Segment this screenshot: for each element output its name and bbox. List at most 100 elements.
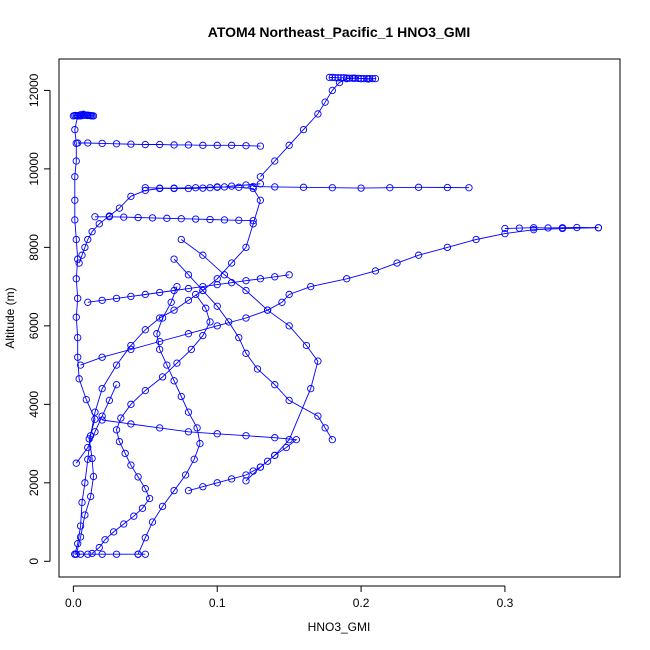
data-point: [242, 471, 250, 479]
series-line: [137, 286, 201, 555]
data-point: [227, 279, 236, 287]
data-point: [91, 213, 99, 221]
data-point: [156, 424, 164, 432]
data-point: [184, 284, 193, 293]
data-point: [141, 140, 149, 149]
data-point: [138, 504, 147, 512]
data-point: [115, 204, 124, 212]
data-point: [76, 533, 85, 541]
data-point: [71, 125, 79, 134]
x-tick-label: 0.0: [65, 596, 82, 610]
data-point: [314, 110, 322, 118]
data-point: [72, 275, 80, 283]
series-group: [72, 381, 121, 467]
data-point: [88, 549, 96, 558]
data-point: [271, 381, 279, 389]
data-point: [360, 74, 368, 83]
data-point: [167, 298, 175, 306]
data-point: [95, 543, 103, 552]
data-point: [153, 330, 161, 338]
data-point: [235, 216, 243, 224]
data-point: [242, 243, 250, 252]
data-point: [343, 74, 351, 82]
data-point: [98, 353, 106, 361]
data-point: [127, 400, 135, 408]
data-point: [278, 298, 286, 306]
y-tick-label: 4000: [27, 391, 41, 418]
data-point: [156, 140, 164, 149]
series-line: [181, 239, 319, 482]
data-point: [343, 275, 351, 283]
data-point: [340, 74, 348, 82]
data-point: [443, 183, 452, 192]
series-group: [91, 213, 257, 225]
data-point: [256, 180, 265, 188]
data-point: [328, 73, 336, 82]
series-group: [98, 416, 300, 495]
data-point: [213, 280, 221, 289]
data-point: [82, 395, 90, 404]
data-point: [544, 224, 552, 232]
data-point: [86, 492, 95, 501]
series-line: [91, 294, 211, 554]
data-point: [213, 183, 221, 191]
y-tick-label: 8000: [27, 234, 41, 261]
data-point: [134, 473, 142, 481]
data-point: [363, 74, 371, 83]
data-point: [242, 349, 250, 357]
data-point: [170, 377, 178, 385]
data-point: [285, 271, 293, 279]
data-point: [105, 213, 113, 221]
series-group: [256, 74, 380, 181]
data-point: [249, 184, 257, 193]
data-point: [156, 345, 164, 354]
series-line: [329, 76, 373, 80]
data-point: [321, 98, 329, 106]
data-point: [321, 424, 329, 432]
data-point: [78, 251, 86, 259]
data-point: [88, 454, 96, 463]
data-point: [351, 74, 359, 82]
series-line: [253, 186, 470, 189]
data-point: [366, 74, 374, 83]
data-point: [220, 216, 229, 224]
data-point: [127, 345, 135, 354]
data-point: [227, 141, 236, 149]
series-line: [173, 258, 333, 440]
data-point: [199, 184, 207, 192]
data-point: [192, 290, 200, 299]
data-point: [76, 522, 85, 530]
data-point: [184, 330, 193, 338]
chart-title: ATOM4 Northeast_Pacific_1 HNO3_GMI: [208, 24, 470, 40]
data-point: [196, 439, 204, 448]
data-point: [72, 313, 80, 321]
data-point: [371, 267, 380, 275]
data-point: [76, 361, 85, 369]
data-point: [263, 306, 272, 314]
data-point: [71, 550, 79, 558]
data-point: [105, 396, 113, 405]
y-axis: 0 2000 4000 6000 8000 10000 12000: [27, 73, 51, 565]
data-point: [74, 539, 82, 548]
series-group: [88, 290, 214, 558]
data-point: [112, 361, 121, 369]
data-point: [72, 459, 80, 467]
series-line: [87, 274, 290, 303]
data-point: [72, 157, 80, 165]
data-point: [81, 479, 89, 487]
data-point: [120, 520, 128, 528]
series-line: [95, 216, 254, 222]
data-point: [98, 550, 106, 558]
data-point: [72, 235, 80, 244]
data-point: [117, 414, 125, 422]
data-point: [256, 463, 265, 471]
data-point: [170, 487, 178, 495]
data-point: [158, 314, 167, 322]
data-point: [141, 186, 149, 195]
data-point: [357, 74, 365, 83]
data-point: [78, 498, 86, 507]
data-point: [345, 74, 354, 82]
data-point: [141, 550, 149, 558]
data-point: [71, 216, 79, 224]
